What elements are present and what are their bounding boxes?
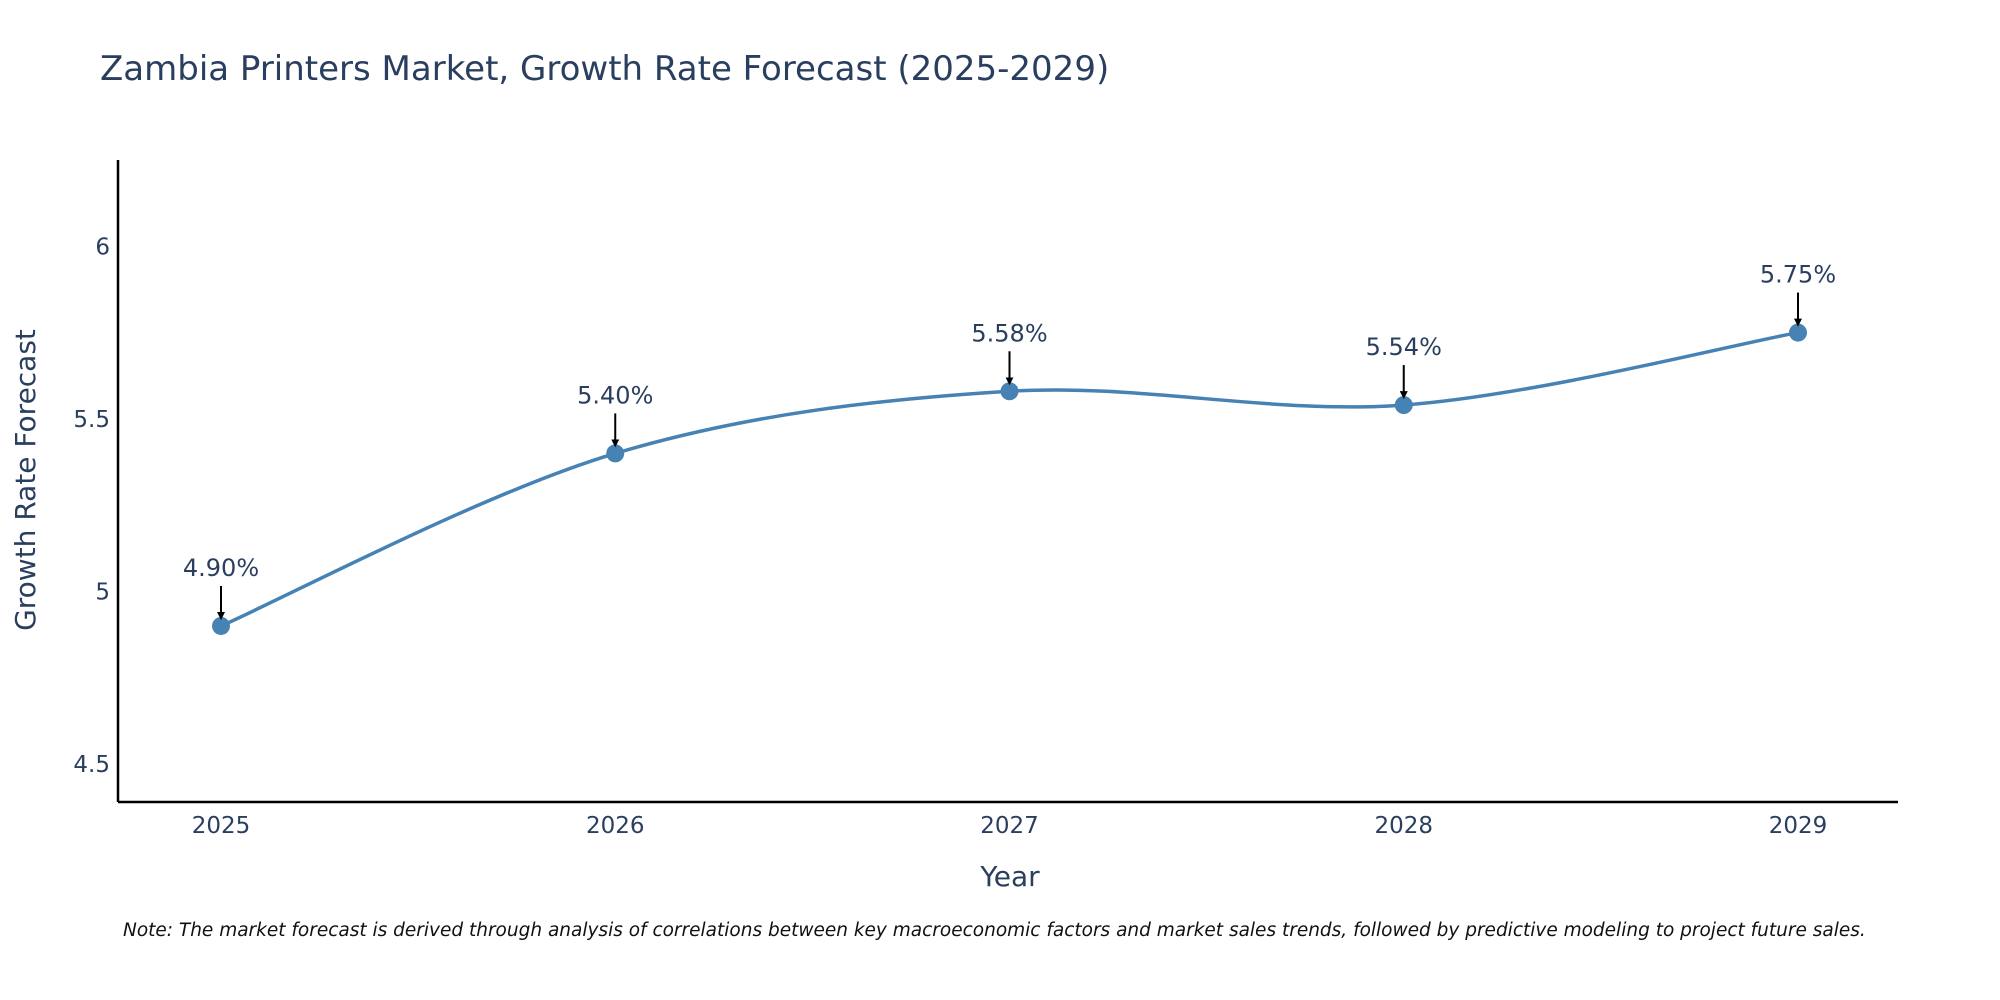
data-label: 5.75% (1760, 261, 1836, 289)
y-tick-label: 6 (95, 234, 110, 260)
x-tick-label: 2027 (980, 813, 1039, 839)
chart-title: Zambia Printers Market, Growth Rate Fore… (100, 49, 1109, 89)
y-tick-label: 4.5 (73, 752, 110, 778)
data-points (212, 323, 1807, 635)
x-tick-label: 2025 (192, 813, 251, 839)
data-label: 4.90% (183, 554, 259, 582)
y-axis-ticks: 4.5 5 5.5 6 (73, 234, 110, 778)
data-label: 5.54% (1366, 333, 1442, 361)
x-tick-label: 2026 (586, 813, 645, 839)
data-label: 5.40% (577, 381, 653, 409)
data-point (1394, 396, 1413, 415)
y-tick-label: 5 (95, 579, 110, 605)
data-point (1000, 382, 1019, 401)
data-point (1789, 323, 1807, 342)
data-point (212, 616, 230, 635)
x-tick-label: 2028 (1374, 813, 1433, 839)
data-annotations: 4.90% 5.40% 5.58% 5.54% 5.75% (183, 261, 1836, 620)
y-axis-title: Growth Rate Forecast (9, 329, 42, 631)
x-axis-title: Year (979, 860, 1040, 893)
data-point (606, 444, 625, 463)
x-tick-label: 2029 (1769, 813, 1828, 839)
data-label: 5.58% (971, 319, 1047, 347)
forecast-note: Note: The market forecast is derived thr… (123, 920, 1866, 941)
x-axis-ticks: 2025 2026 2027 2028 2029 (192, 813, 1828, 839)
y-tick-label: 5.5 (73, 407, 110, 433)
